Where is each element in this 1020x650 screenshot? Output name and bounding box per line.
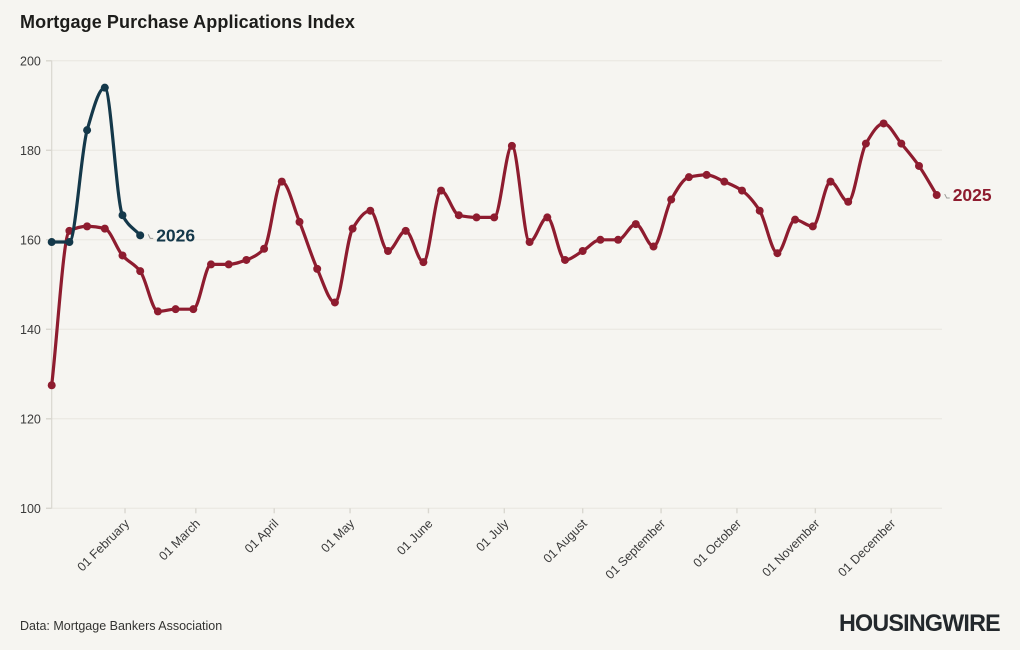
data-point-2026	[83, 126, 92, 135]
data-point-2025	[932, 191, 941, 200]
data-point-2025	[720, 177, 729, 186]
x-tick-label: 01 December	[835, 517, 898, 580]
data-point-2025	[808, 222, 817, 231]
data-point-2026	[118, 211, 127, 220]
data-point-2025	[118, 251, 127, 260]
x-tick-label: 01 August	[541, 516, 591, 566]
data-point-2025	[224, 260, 233, 269]
data-point-2026	[136, 231, 145, 240]
series-line-2026	[50, 86, 142, 244]
label-leader	[147, 234, 154, 239]
data-point-2026	[100, 83, 109, 92]
x-tick-label: 01 June	[394, 516, 435, 557]
data-point-2025	[260, 244, 269, 253]
data-point-2025	[596, 235, 605, 244]
series-line-2025	[50, 121, 939, 387]
data-point-2025	[614, 235, 623, 244]
data-point-2025	[561, 255, 569, 264]
data-point-2025	[100, 224, 109, 233]
data-point-2025	[207, 260, 215, 269]
y-tick-label: 160	[20, 233, 41, 247]
data-point-2025	[490, 213, 499, 222]
y-tick-label: 120	[20, 412, 41, 426]
data-point-2025	[136, 267, 145, 276]
data-point-2025	[738, 186, 746, 195]
data-point-2025	[83, 222, 92, 231]
data-point-2025	[826, 177, 835, 186]
data-point-2025	[47, 381, 56, 390]
data-point-2026	[65, 238, 74, 247]
data-point-2025	[649, 242, 658, 251]
data-point-2025	[472, 213, 481, 222]
data-point-2025	[897, 139, 906, 148]
data-point-2025	[277, 177, 286, 186]
data-point-2026	[47, 238, 56, 247]
data-point-2025	[171, 305, 180, 314]
data-point-2025	[419, 258, 428, 267]
data-point-2025	[879, 119, 888, 128]
x-tick-label: 01 November	[759, 517, 822, 580]
data-point-2025	[330, 298, 339, 307]
data-point-2025	[631, 220, 640, 229]
x-tick-label: 01 September	[603, 517, 668, 582]
data-point-2025	[454, 211, 463, 220]
x-tick-label: 01 March	[156, 516, 203, 563]
housingwire-logo: HOUSINGWIRE	[839, 610, 1001, 637]
x-tick-label: 01 October	[690, 517, 744, 571]
data-point-2025	[702, 170, 711, 179]
data-point-2025	[915, 161, 923, 170]
data-point-2025	[844, 197, 853, 206]
data-point-2025	[525, 238, 534, 247]
x-tick-label: 01 May	[318, 516, 357, 555]
data-point-2025	[153, 307, 162, 316]
data-point-2025	[313, 264, 322, 273]
data-point-2025	[242, 255, 251, 264]
data-point-2025	[348, 224, 357, 233]
series-label-2026: 2026	[156, 225, 195, 245]
data-point-2025	[861, 139, 870, 148]
series-label-2025: 2025	[953, 185, 992, 205]
data-point-2025	[684, 173, 693, 182]
label-leader	[944, 193, 950, 199]
data-point-2025	[578, 246, 587, 255]
data-point-2025	[667, 195, 676, 204]
y-tick-label: 140	[20, 323, 41, 337]
y-tick-label: 200	[20, 54, 41, 68]
data-point-2025	[437, 186, 446, 195]
data-point-2025	[189, 305, 198, 314]
data-point-2025	[755, 206, 764, 215]
data-point-2025	[791, 215, 800, 224]
x-tick-label: 01 February	[75, 516, 133, 574]
chart-title: Mortgage Purchase Applications Index	[20, 12, 356, 32]
data-point-2025	[543, 213, 552, 222]
data-point-2025	[384, 246, 392, 255]
data-point-2025	[295, 217, 304, 226]
data-source-note: Data: Mortgage Bankers Association	[20, 619, 223, 633]
data-point-2025	[773, 249, 782, 258]
x-tick-label: 01 July	[474, 516, 512, 554]
data-point-2025	[366, 206, 375, 215]
y-tick-label: 100	[20, 502, 41, 516]
y-tick-label: 180	[20, 144, 41, 158]
data-point-2025	[401, 226, 410, 235]
data-point-2025	[507, 141, 516, 150]
x-tick-label: 01 April	[242, 517, 281, 556]
